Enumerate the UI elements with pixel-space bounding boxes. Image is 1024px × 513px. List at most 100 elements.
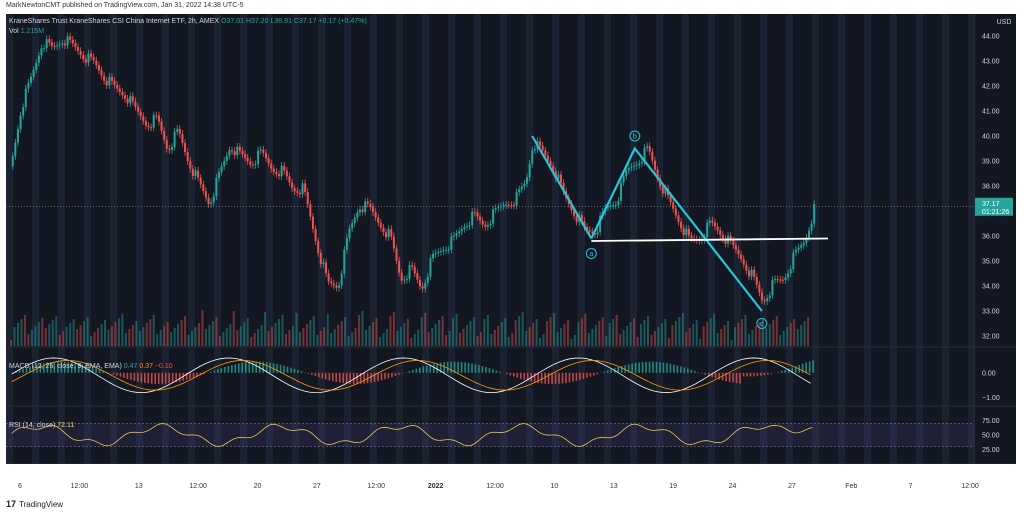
change-value: +0.17 (+0.47%) xyxy=(318,18,367,25)
volume-bar xyxy=(629,322,632,346)
candle-body xyxy=(285,170,288,177)
macd-histogram-bar xyxy=(286,366,289,373)
neckline xyxy=(591,237,829,242)
candle-body xyxy=(335,285,338,288)
candle-body xyxy=(118,88,121,92)
volume-bar xyxy=(643,320,646,346)
macd-histogram-bar xyxy=(450,361,452,373)
volume-bar xyxy=(159,330,162,346)
candle-body xyxy=(14,142,17,157)
close-value: C37.17 xyxy=(293,18,317,25)
macd-histogram-bar xyxy=(154,372,157,384)
candle-body xyxy=(526,177,529,184)
candle-body xyxy=(84,59,87,63)
volume-value: 1.215M xyxy=(20,28,45,35)
macd-histogram-bar xyxy=(241,362,244,373)
candle-body xyxy=(651,151,654,161)
symbol-legend: KraneShares Trust KraneShares CSI China … xyxy=(9,18,367,25)
candle-body xyxy=(257,150,260,165)
volume-bar xyxy=(619,334,622,346)
volume-bar xyxy=(431,328,434,346)
macd-histogram-bar xyxy=(262,361,264,373)
macd-histogram-bar xyxy=(680,366,682,373)
candle-body xyxy=(181,133,184,143)
candle-body xyxy=(288,176,291,183)
macd-histogram-bar xyxy=(516,372,519,378)
candle-body xyxy=(79,50,82,56)
macd-histogram-bar xyxy=(537,372,539,383)
volume-bar xyxy=(354,328,357,346)
candle-body xyxy=(11,156,14,166)
candle-body xyxy=(246,157,249,162)
candle-body xyxy=(693,238,696,240)
candle-body xyxy=(147,125,150,128)
volume-bar xyxy=(713,314,716,346)
candle-body xyxy=(763,300,766,302)
volume-bar xyxy=(403,323,406,346)
volume-bar xyxy=(465,325,468,346)
candle-body xyxy=(366,201,369,204)
volume-bar xyxy=(521,312,524,346)
candle-body xyxy=(460,229,463,232)
last-price-tag xyxy=(975,197,1013,216)
session-stripe xyxy=(474,14,481,464)
macd-histogram-bar xyxy=(544,372,546,384)
volume-bar xyxy=(51,320,54,346)
volume-bar xyxy=(601,317,604,346)
candle-body xyxy=(400,272,403,281)
macd-tick-label: −1.00 xyxy=(982,395,1000,402)
candle-body xyxy=(100,70,103,76)
candle-body xyxy=(612,205,615,207)
candle-body xyxy=(588,229,591,232)
macd-histogram-bar xyxy=(279,364,282,373)
volume-bar xyxy=(626,326,629,346)
wave-label: a xyxy=(589,251,593,258)
candle-body xyxy=(319,253,322,264)
macd-histogram-bar xyxy=(88,366,90,373)
candle-body xyxy=(776,279,779,281)
macd-histogram-bar xyxy=(391,372,393,378)
session-stripe xyxy=(266,14,273,464)
rsi-legend: RSI (14, close) 72.11 xyxy=(9,422,74,429)
macd-histogram-bar xyxy=(366,372,369,384)
volume-bar xyxy=(723,325,726,346)
candle-body xyxy=(805,237,808,244)
volume-bar xyxy=(229,324,232,346)
volume-bar xyxy=(375,318,378,346)
volume-bar xyxy=(385,329,388,346)
candle-body xyxy=(16,129,19,143)
candle-body xyxy=(734,245,737,250)
candle-body xyxy=(113,80,116,85)
macd-histogram-bar xyxy=(526,372,529,381)
candle-body xyxy=(259,149,262,151)
candle-body xyxy=(395,248,398,261)
candle-body xyxy=(129,96,132,104)
macd-histogram-bar xyxy=(185,372,188,380)
macd-histogram-bar xyxy=(704,372,707,375)
volume-bar xyxy=(751,330,754,346)
candle-body xyxy=(656,169,659,179)
chart-area[interactable]: a b c USD 44.00 43.00 42.00 41.00 40.00 39.00 38.0… xyxy=(6,14,1016,498)
price-tick-label: 40.00 xyxy=(982,134,1000,141)
macd-histogram-bar xyxy=(753,372,755,377)
wave-label: c xyxy=(760,321,764,328)
macd-histogram-bar xyxy=(29,366,31,373)
volume-bar xyxy=(264,312,267,346)
candle-body xyxy=(283,165,286,171)
macd-histogram-bar xyxy=(307,372,310,374)
volume-bar xyxy=(758,322,761,346)
candle-body xyxy=(361,209,364,212)
candle-body xyxy=(330,281,333,284)
macd-histogram-bar xyxy=(446,361,449,373)
open-value: O37.01 xyxy=(221,18,245,25)
volume-bar xyxy=(789,323,792,346)
macd-histogram-bar xyxy=(481,366,484,373)
chart-background xyxy=(6,14,1016,489)
session-stripe xyxy=(318,14,325,464)
macd-histogram-bar xyxy=(687,368,689,373)
session-stripe xyxy=(58,14,65,464)
candle-body xyxy=(270,163,273,169)
volume-bar xyxy=(577,322,580,346)
price-chart-svg[interactable]: a b c USD 44.00 43.00 42.00 41.00 40.00 39.00 38.0… xyxy=(6,14,1016,498)
volume-bar xyxy=(124,333,127,346)
